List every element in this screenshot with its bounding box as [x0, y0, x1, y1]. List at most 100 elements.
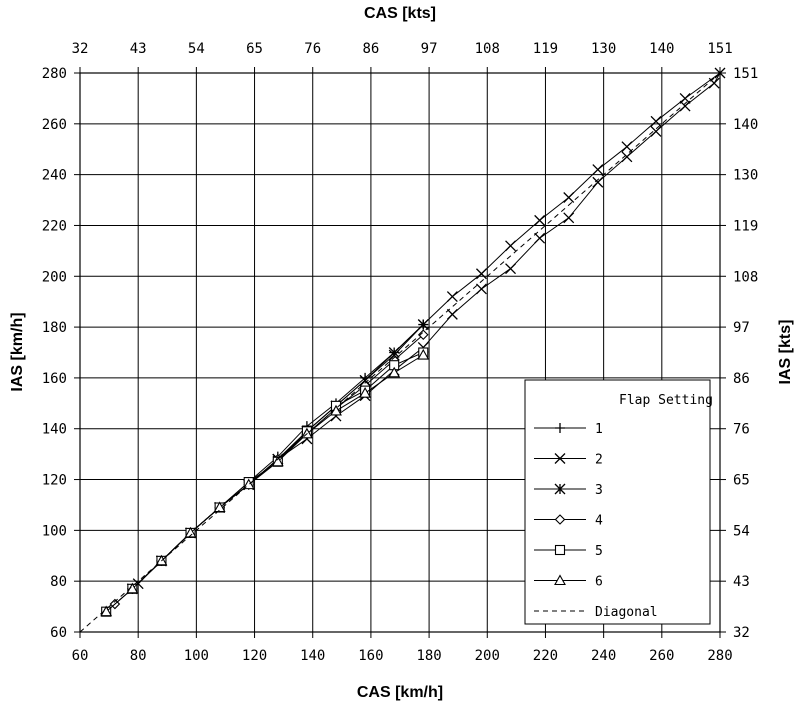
x-tick-label: 120 [242, 648, 267, 664]
data-point [475, 268, 487, 280]
x-tick-label: 100 [184, 648, 209, 664]
data-point [679, 92, 691, 104]
legend: Flap Setting 1 2 3 4 5 6 Diagonal [524, 379, 713, 625]
legend-box [524, 379, 711, 625]
series-5 [101, 347, 429, 617]
data-point [650, 125, 662, 137]
x2-axis-title: CAS [kts] [364, 5, 436, 22]
axes [74, 67, 726, 638]
y-tick-label: 240 [42, 168, 67, 184]
series-6 [100, 348, 430, 617]
x-tick-label: 160 [358, 648, 383, 664]
data-point [505, 263, 517, 275]
x2-tick-label: 130 [591, 41, 616, 57]
x-tick-label: 80 [130, 648, 147, 664]
legend-label: 6 [595, 575, 603, 590]
data-point [554, 483, 566, 495]
legend-label: 3 [595, 483, 603, 498]
x-tick-label: 240 [591, 648, 616, 664]
y-tick-label: 260 [42, 117, 67, 133]
y-tick-label: 180 [42, 320, 67, 336]
data-point [650, 115, 662, 127]
data-point [679, 100, 691, 112]
x2-tick-label: 108 [475, 41, 500, 57]
series-line [105, 352, 424, 613]
y-tick-label: 160 [42, 371, 67, 387]
legend-entry: 1 [534, 422, 603, 437]
y2-tick-label: 76 [733, 422, 750, 438]
x2-tick-label: 65 [246, 41, 263, 57]
data-point [388, 366, 401, 378]
data-point [592, 176, 604, 188]
legend-entry: 4 [534, 514, 603, 529]
y2-tick-label: 65 [733, 473, 750, 489]
x-axis-title: CAS [km/h] [357, 684, 443, 701]
data-point [554, 514, 566, 525]
series-group [79, 67, 726, 633]
data-point [446, 308, 458, 320]
data-point [592, 164, 604, 176]
legend-entry: Diagonal [534, 605, 658, 620]
series-line [79, 72, 721, 633]
legend-label: 2 [595, 453, 603, 468]
x2-tick-label: 140 [649, 41, 674, 57]
legend-entry: 5 [534, 544, 603, 559]
y2-tick-label: 108 [733, 269, 758, 285]
y2-tick-label: 119 [733, 218, 758, 234]
x-tick-label: 280 [707, 648, 732, 664]
y2-tick-label: 86 [733, 371, 750, 387]
legend-label: Diagonal [595, 605, 658, 620]
y-tick-label: 140 [42, 422, 67, 438]
y-tick-label: 200 [42, 269, 67, 285]
y2-tick-label: 54 [733, 523, 750, 539]
y2-tick-label: 151 [733, 66, 758, 82]
x-tick-label: 180 [416, 648, 441, 664]
y2-tick-label: 97 [733, 320, 750, 336]
data-point [184, 526, 197, 538]
legend-label: 4 [595, 514, 603, 529]
data-point [555, 423, 565, 433]
data-point [417, 329, 429, 340]
x2-tick-label: 119 [533, 41, 558, 57]
x-tick-label: 260 [649, 648, 674, 664]
data-point [708, 77, 720, 89]
data-point [505, 240, 517, 252]
data-point [621, 151, 633, 163]
legend-entry: 6 [534, 574, 603, 590]
data-point [554, 544, 566, 556]
data-point [534, 232, 546, 244]
data-point [563, 212, 575, 224]
data-point [213, 501, 226, 513]
data-point [534, 214, 546, 226]
series-line [105, 354, 424, 613]
data-point [554, 453, 566, 464]
data-point [417, 319, 429, 331]
y-tick-label: 220 [42, 218, 67, 234]
data-point [563, 192, 575, 203]
series-4 [109, 329, 429, 610]
legend-label: 5 [595, 544, 603, 559]
x-tick-label: 200 [475, 648, 500, 664]
legend-label: 1 [595, 422, 603, 437]
series-diagonal [79, 72, 721, 633]
data-point [417, 348, 430, 360]
y-tick-label: 280 [42, 66, 67, 82]
x2-tick-label: 43 [130, 41, 147, 57]
legend-title: Flap Setting [619, 393, 713, 408]
x2-tick-label: 54 [188, 41, 205, 57]
y2-axis-title: IAS [kts] [777, 320, 794, 385]
x2-tick-label: 151 [707, 41, 732, 57]
data-point [475, 283, 487, 295]
y-tick-label: 100 [42, 523, 67, 539]
x2-tick-label: 32 [72, 41, 89, 57]
y2-tick-label: 140 [733, 117, 758, 133]
x2-tick-label: 86 [362, 41, 379, 57]
x2-tick-label: 97 [421, 41, 438, 57]
y-tick-label: 60 [50, 625, 67, 641]
legend-entry: 3 [534, 483, 603, 498]
tick-labels: 6032804310054120651407616086180972001082… [42, 41, 759, 664]
data-point [621, 141, 633, 153]
y-tick-label: 120 [42, 473, 67, 489]
y-tick-label: 80 [50, 574, 67, 590]
data-point [446, 291, 458, 303]
